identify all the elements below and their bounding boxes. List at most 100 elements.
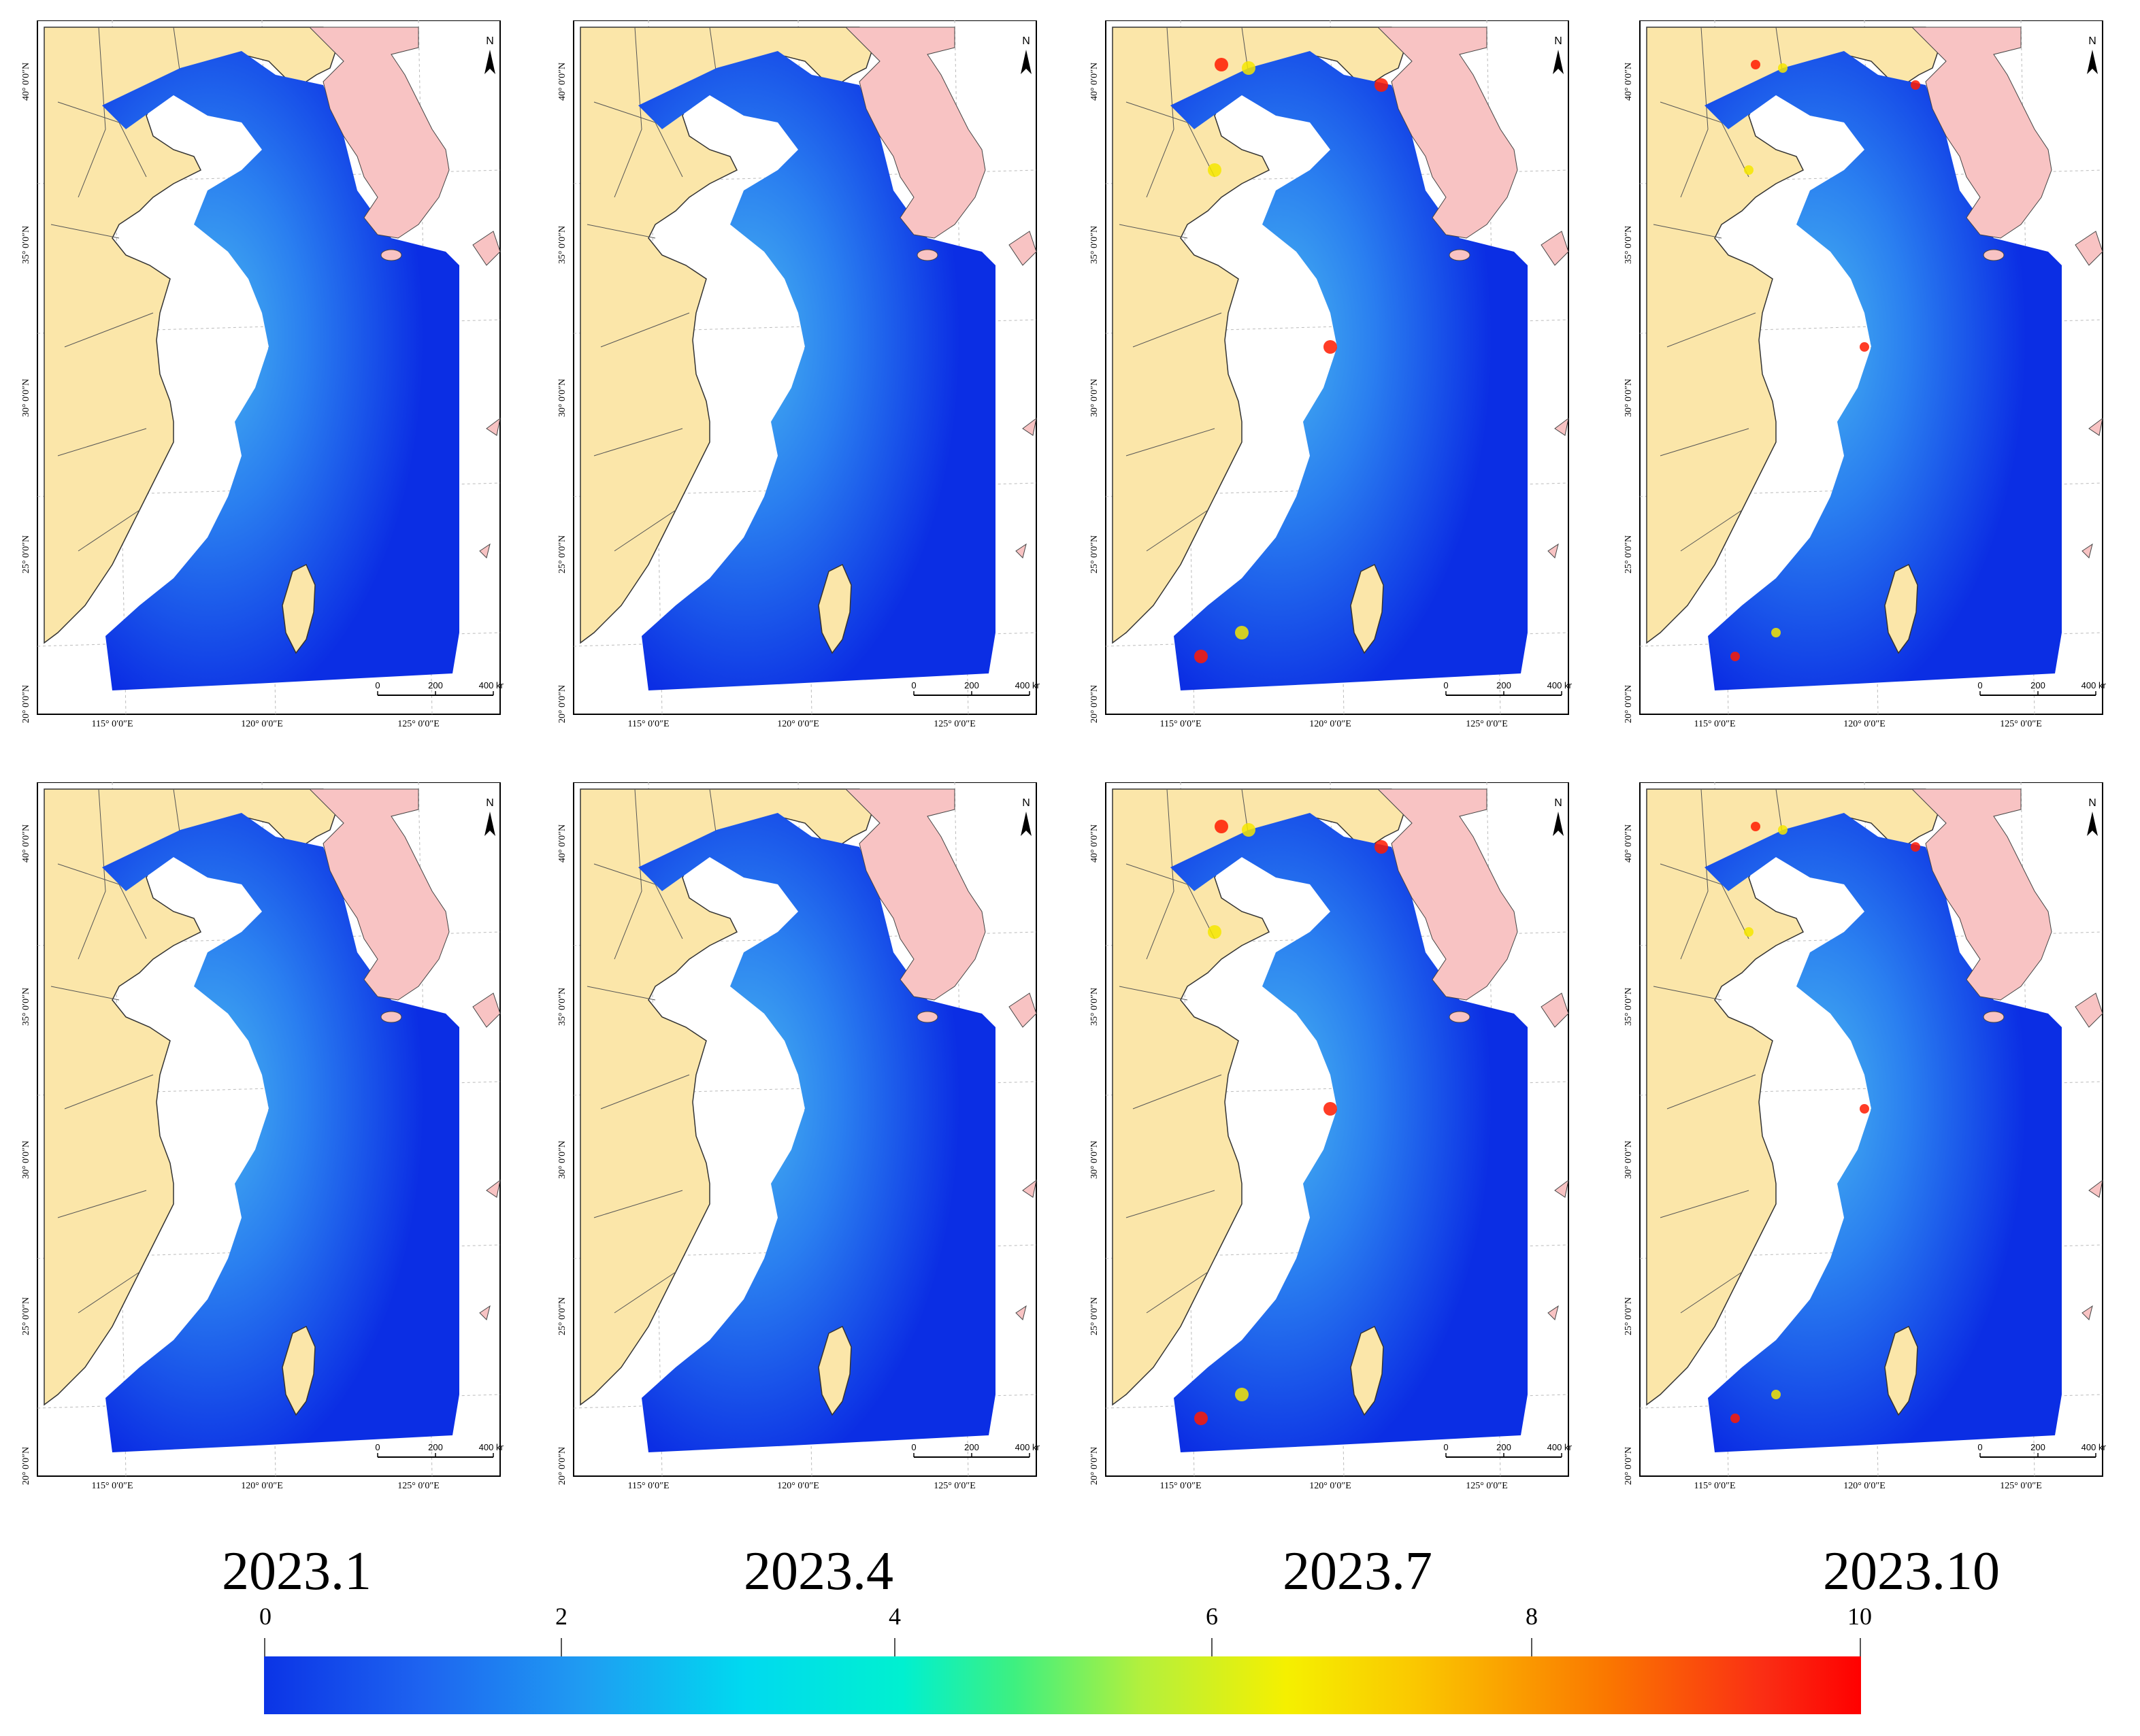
high-chlorophyll-spot bbox=[1215, 820, 1228, 833]
latitude-label: 30° 0′0″N bbox=[1624, 379, 1634, 417]
latitude-label: 30° 0′0″N bbox=[557, 379, 567, 417]
high-chlorophyll-spot bbox=[1235, 1388, 1249, 1401]
china-landmass bbox=[1646, 788, 1940, 1406]
longitude-label: 115° 0′0″E bbox=[1159, 719, 1201, 728]
map-canvas: N 0 200 400 km 40° 0′0″N 35° 0′0″N 30° 0′0″N 25… bbox=[1089, 782, 1572, 1490]
latitude-label: 20° 0′0″N bbox=[21, 685, 31, 723]
map-canvas: N 0 200 400 km 40° 0′0″N 35° 0′0″N 30° 0′0″N 25… bbox=[557, 782, 1040, 1490]
scale-bar: 0 200 400 km bbox=[375, 1442, 504, 1458]
latitude-label: 30° 0′0″N bbox=[1089, 1141, 1100, 1179]
map-panel-2023-07-top: N 0 200 400 km 40° 0′0″N 35° 0′0″N 30° 0′0″N 25… bbox=[1082, 20, 1572, 728]
longitude-label: 125° 0′0″E bbox=[397, 1481, 440, 1490]
high-chlorophyll-spot bbox=[1744, 927, 1754, 937]
latitude-label: 40° 0′0″N bbox=[21, 63, 31, 101]
high-chlorophyll-spot bbox=[1242, 823, 1255, 837]
latitude-label: 25° 0′0″N bbox=[1089, 1297, 1100, 1335]
longitude-label: 125° 0′0″E bbox=[1466, 719, 1508, 728]
high-chlorophyll-spot bbox=[1235, 626, 1249, 639]
korea-landmass bbox=[1911, 27, 2052, 239]
longitude-label: 125° 0′0″E bbox=[2000, 719, 2042, 728]
latitude-label: 30° 0′0″N bbox=[557, 1141, 567, 1179]
china-landmass bbox=[580, 27, 874, 644]
north-label: N bbox=[1022, 35, 1030, 47]
map-panel-2023-10-top: N 0 200 400 km 40° 0′0″N 35° 0′0″N 30° 0′0″N 25… bbox=[1616, 20, 2106, 728]
latitude-label: 35° 0′0″N bbox=[557, 226, 567, 264]
latitude-label: 35° 0′0″N bbox=[557, 988, 567, 1026]
colorbar-tick-6 bbox=[1211, 1638, 1213, 1656]
map-panel-2023-01-bottom: N 0 200 400 km 40° 0′0″N 35° 0′0″N 30° 0′0″N 25… bbox=[14, 782, 504, 1490]
high-chlorophyll-spot bbox=[1194, 650, 1208, 663]
longitude-label: 125° 0′0″E bbox=[1466, 1481, 1508, 1490]
latitude-label: 35° 0′0″N bbox=[1089, 226, 1100, 264]
high-chlorophyll-spot bbox=[1860, 1104, 1869, 1114]
scale-label: 400 km bbox=[1015, 1442, 1040, 1452]
longitude-label: 120° 0′0″E bbox=[1843, 719, 1886, 728]
longitude-label: 125° 0′0″E bbox=[397, 719, 440, 728]
colorbar-label-8: 8 bbox=[1526, 1603, 1538, 1630]
map-panel-2023-07-bottom: N 0 200 400 km 40° 0′0″N 35° 0′0″N 30° 0′0″N 25… bbox=[1082, 782, 1572, 1490]
scale-label: 400 km bbox=[1547, 1442, 1572, 1452]
latitude-label: 35° 0′0″N bbox=[1624, 226, 1634, 264]
map-canvas: N 0 200 400 km 40° 0′0″N 35° 0′0″N 30° 0′0″N 25… bbox=[1089, 20, 1572, 728]
longitude-label: 120° 0′0″E bbox=[241, 719, 283, 728]
longitude-label: 115° 0′0″E bbox=[91, 719, 133, 728]
north-label: N bbox=[1554, 797, 1562, 809]
korea-landmass bbox=[844, 788, 986, 1001]
north-arrow-icon: N bbox=[1553, 797, 1564, 836]
latitude-label: 20° 0′0″N bbox=[557, 685, 567, 723]
map-canvas: N 0 200 400 km 40° 0′0″N 35° 0′0″N 30° 0′0″N 25… bbox=[21, 20, 504, 728]
scale-label: 0 bbox=[911, 1442, 916, 1452]
scale-bar: 0 200 400 km bbox=[1977, 1442, 2106, 1458]
scale-label: 200 bbox=[2030, 680, 2045, 690]
latitude-label: 25° 0′0″N bbox=[557, 1297, 567, 1335]
korea-landmass bbox=[844, 27, 986, 239]
taiwan-island bbox=[818, 563, 852, 654]
high-chlorophyll-spot bbox=[1778, 63, 1788, 73]
colorbar-label-2: 2 bbox=[555, 1603, 567, 1630]
latitude-label: 20° 0′0″N bbox=[21, 1447, 31, 1485]
longitude-label: 115° 0′0″E bbox=[1694, 1481, 1735, 1490]
map-panel-2023-04-bottom: N 0 200 400 km 40° 0′0″N 35° 0′0″N 30° 0′0″N 25… bbox=[550, 782, 1040, 1490]
scale-label: 200 bbox=[2030, 1442, 2045, 1452]
latitude-label: 40° 0′0″N bbox=[1089, 824, 1100, 863]
taiwan-island bbox=[1884, 563, 1918, 654]
scale-label: 200 bbox=[428, 1442, 443, 1452]
longitude-label: 125° 0′0″E bbox=[2000, 1481, 2042, 1490]
scale-label: 400 km bbox=[1015, 680, 1040, 690]
scale-label: 200 bbox=[428, 680, 443, 690]
taiwan-island bbox=[818, 1325, 852, 1416]
latitude-label: 40° 0′0″N bbox=[557, 63, 567, 101]
high-chlorophyll-spot bbox=[1242, 61, 1255, 75]
scale-label: 200 bbox=[1496, 680, 1511, 690]
korea-landmass bbox=[308, 27, 450, 239]
colorbar-tick-10 bbox=[1860, 1638, 1861, 1656]
latitude-label: 20° 0′0″N bbox=[1624, 685, 1634, 723]
scale-label: 0 bbox=[1443, 1442, 1448, 1452]
high-chlorophyll-spot bbox=[1208, 163, 1221, 177]
scale-label: 200 bbox=[964, 680, 979, 690]
latitude-label: 35° 0′0″N bbox=[1089, 988, 1100, 1026]
longitude-label: 120° 0′0″E bbox=[1843, 1481, 1886, 1490]
longitude-label: 115° 0′0″E bbox=[91, 1481, 133, 1490]
china-landmass bbox=[1112, 788, 1406, 1406]
scale-label: 0 bbox=[911, 680, 916, 690]
china-landmass bbox=[1646, 27, 1940, 644]
latitude-label: 30° 0′0″N bbox=[1624, 1141, 1634, 1179]
korea-landmass bbox=[308, 788, 450, 1001]
north-arrow-icon: N bbox=[1021, 35, 1032, 74]
korea-landmass bbox=[1377, 27, 1518, 239]
high-chlorophyll-spot bbox=[1208, 925, 1221, 939]
scale-label: 400 km bbox=[1547, 680, 1572, 690]
korea-landmass bbox=[1911, 788, 2052, 1001]
colorbar-tick-8 bbox=[1531, 1638, 1532, 1656]
map-canvas: N 0 200 400 km 40° 0′0″N 35° 0′0″N 30° 0′0″N 25… bbox=[557, 20, 1040, 728]
high-chlorophyll-spot bbox=[1215, 58, 1228, 71]
colorbar-label-4: 4 bbox=[889, 1603, 901, 1630]
colorbar-label-10: 10 bbox=[1847, 1603, 1872, 1630]
scale-label: 0 bbox=[375, 680, 380, 690]
latitude-label: 35° 0′0″N bbox=[1624, 988, 1634, 1026]
china-landmass bbox=[580, 788, 874, 1406]
scale-label: 0 bbox=[1443, 680, 1448, 690]
taiwan-island bbox=[282, 1325, 316, 1416]
high-chlorophyll-spot bbox=[1911, 80, 1920, 90]
